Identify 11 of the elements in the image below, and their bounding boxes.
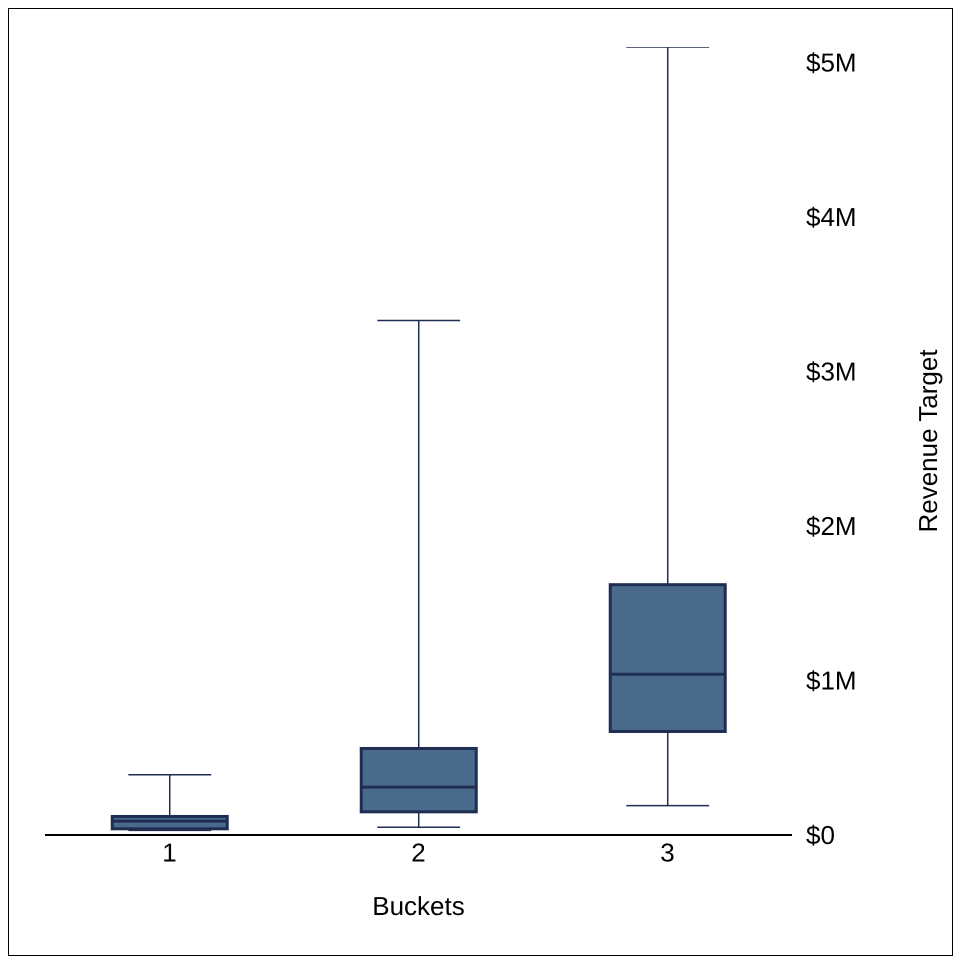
x-tick-label: 2 [411,837,426,868]
y-tick-label: $0 [806,820,835,850]
x-axis-title: Buckets [372,891,465,921]
x-tick-label: 1 [162,837,177,868]
y-tick-label: $3M [806,356,857,387]
y-tick-label: $4M [806,202,857,232]
y-tick-label: $5M [806,48,857,78]
y-tick-label: $2M [806,511,857,542]
y-tick-label: $1M [806,666,857,696]
x-tick-label: 3 [660,837,675,868]
y-axis-title: Revenue Target [913,348,944,533]
